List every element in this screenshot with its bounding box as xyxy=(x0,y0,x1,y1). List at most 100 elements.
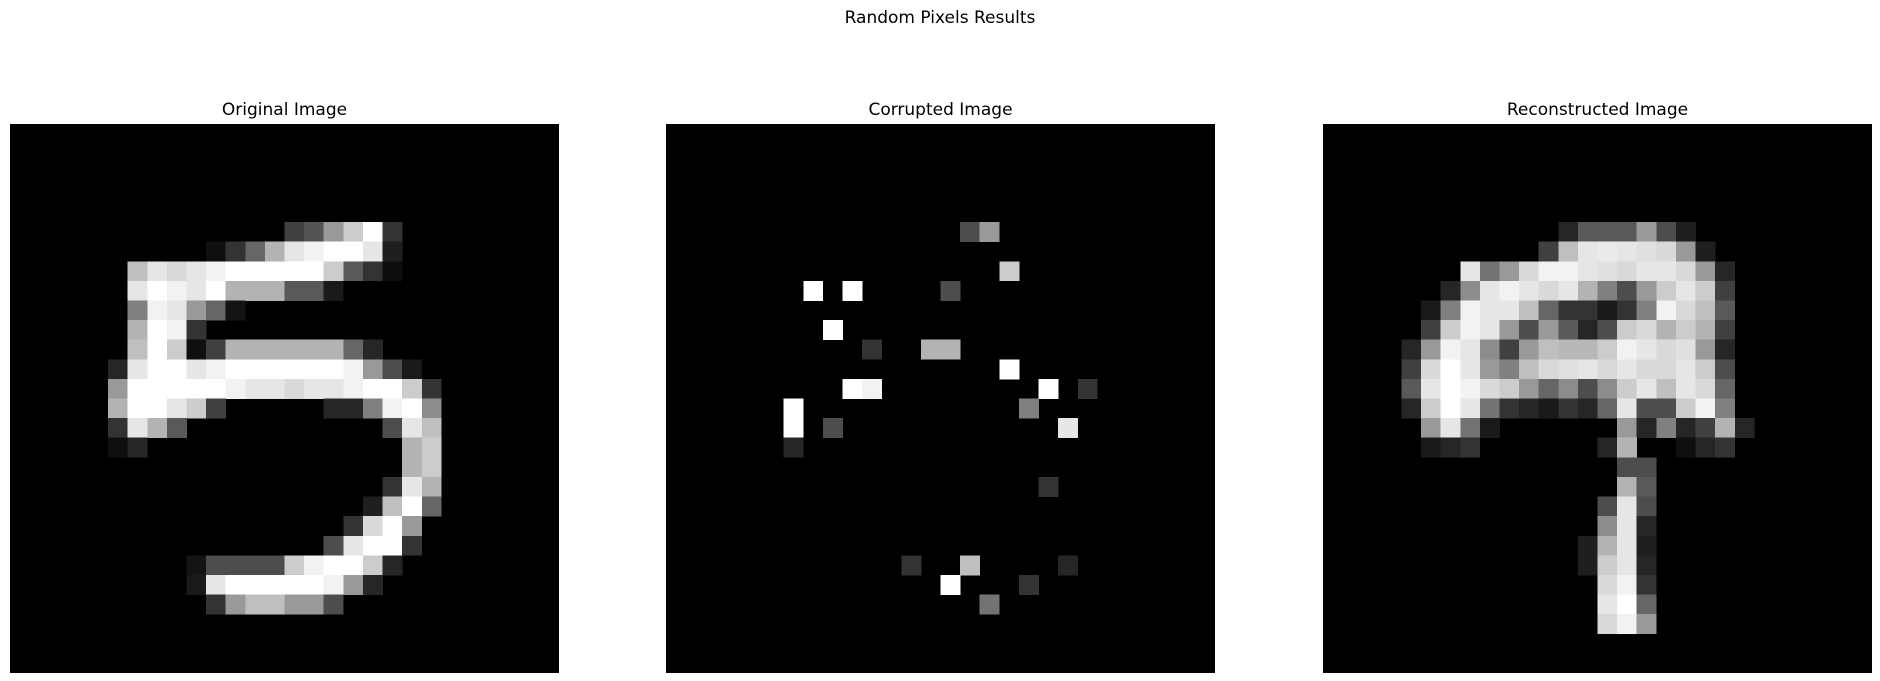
pixel xyxy=(1656,261,1677,282)
pixel xyxy=(304,222,325,243)
pixel xyxy=(1038,378,1059,399)
pixel xyxy=(304,241,325,262)
pixel xyxy=(1636,614,1657,635)
pixel xyxy=(1636,320,1657,341)
pixel xyxy=(108,378,129,399)
pixel xyxy=(1675,280,1696,301)
pixel xyxy=(1597,535,1618,556)
pixel xyxy=(421,418,442,439)
pixel xyxy=(1636,339,1657,360)
pixel xyxy=(1460,398,1481,419)
pixel xyxy=(1636,261,1657,282)
pixel xyxy=(1479,320,1500,341)
pixel xyxy=(421,476,442,497)
pixel xyxy=(304,359,325,380)
pixel xyxy=(421,437,442,458)
pixel xyxy=(783,437,804,458)
pixel xyxy=(362,574,383,595)
pixel xyxy=(1401,359,1422,380)
pixel xyxy=(1519,339,1540,360)
pixel xyxy=(1695,418,1716,439)
pixel xyxy=(1715,437,1736,458)
pixel xyxy=(147,280,168,301)
pixel xyxy=(1460,359,1481,380)
pixel xyxy=(382,496,403,517)
pixel xyxy=(186,280,207,301)
pixel xyxy=(1577,359,1598,380)
pixel xyxy=(1577,280,1598,301)
pixel xyxy=(264,339,285,360)
pixel xyxy=(108,437,129,458)
pixel xyxy=(166,300,187,321)
pixel xyxy=(1499,339,1520,360)
panel-corrupted: Corrupted Image xyxy=(666,99,1215,673)
pixel xyxy=(245,261,266,282)
pixel xyxy=(186,574,207,595)
pixel xyxy=(1636,457,1657,478)
pixel xyxy=(206,261,227,282)
pixel xyxy=(940,339,961,360)
pixel xyxy=(264,594,285,615)
pixel xyxy=(1656,378,1677,399)
pixel xyxy=(1499,280,1520,301)
pixel xyxy=(362,261,383,282)
pixel xyxy=(382,418,403,439)
reconstructed-image-pixels xyxy=(1323,124,1872,673)
pixel xyxy=(284,574,305,595)
pixel xyxy=(1479,339,1500,360)
pixel xyxy=(1695,398,1716,419)
pixel xyxy=(1421,359,1442,380)
panel-title-corrupted: Corrupted Image xyxy=(868,100,1013,120)
pixel xyxy=(822,418,843,439)
pixel xyxy=(1440,359,1461,380)
pixel xyxy=(108,418,129,439)
pixel xyxy=(1440,418,1461,439)
pixel xyxy=(284,280,305,301)
pixel xyxy=(206,398,227,419)
pixel xyxy=(304,574,325,595)
pixel xyxy=(206,378,227,399)
pixel xyxy=(166,280,187,301)
pixel xyxy=(127,280,148,301)
pixel xyxy=(1675,320,1696,341)
pixel xyxy=(1715,261,1736,282)
pixel xyxy=(382,241,403,262)
pixel xyxy=(1038,476,1059,497)
pixel xyxy=(999,261,1020,282)
pixel xyxy=(166,359,187,380)
pixel xyxy=(1617,516,1638,537)
pixel xyxy=(1460,378,1481,399)
pixel xyxy=(1460,261,1481,282)
pixel xyxy=(1519,261,1540,282)
pixel xyxy=(127,418,148,439)
pixel xyxy=(323,378,344,399)
pixel xyxy=(1617,457,1638,478)
pixel xyxy=(284,339,305,360)
pixel xyxy=(1479,300,1500,321)
pixel xyxy=(245,555,266,576)
pixel xyxy=(1636,418,1657,439)
pixel xyxy=(1617,359,1638,380)
pixel xyxy=(225,359,246,380)
pixel xyxy=(1734,418,1755,439)
pixel xyxy=(1479,398,1500,419)
pixel xyxy=(1577,320,1598,341)
pixel xyxy=(402,476,423,497)
pixel xyxy=(362,222,383,243)
pixel xyxy=(1617,418,1638,439)
pixel xyxy=(206,594,227,615)
pixel xyxy=(323,241,344,262)
pixel xyxy=(1695,320,1716,341)
pixel xyxy=(1538,280,1559,301)
pixel xyxy=(1617,222,1638,243)
pixel xyxy=(343,555,364,576)
pixel xyxy=(1519,280,1540,301)
pixel xyxy=(147,418,168,439)
pixel xyxy=(402,496,423,517)
pixel xyxy=(1656,339,1677,360)
pixel xyxy=(1636,300,1657,321)
pixel xyxy=(1519,320,1540,341)
pixel xyxy=(402,398,423,419)
pixel xyxy=(1617,280,1638,301)
pixel xyxy=(1597,300,1618,321)
